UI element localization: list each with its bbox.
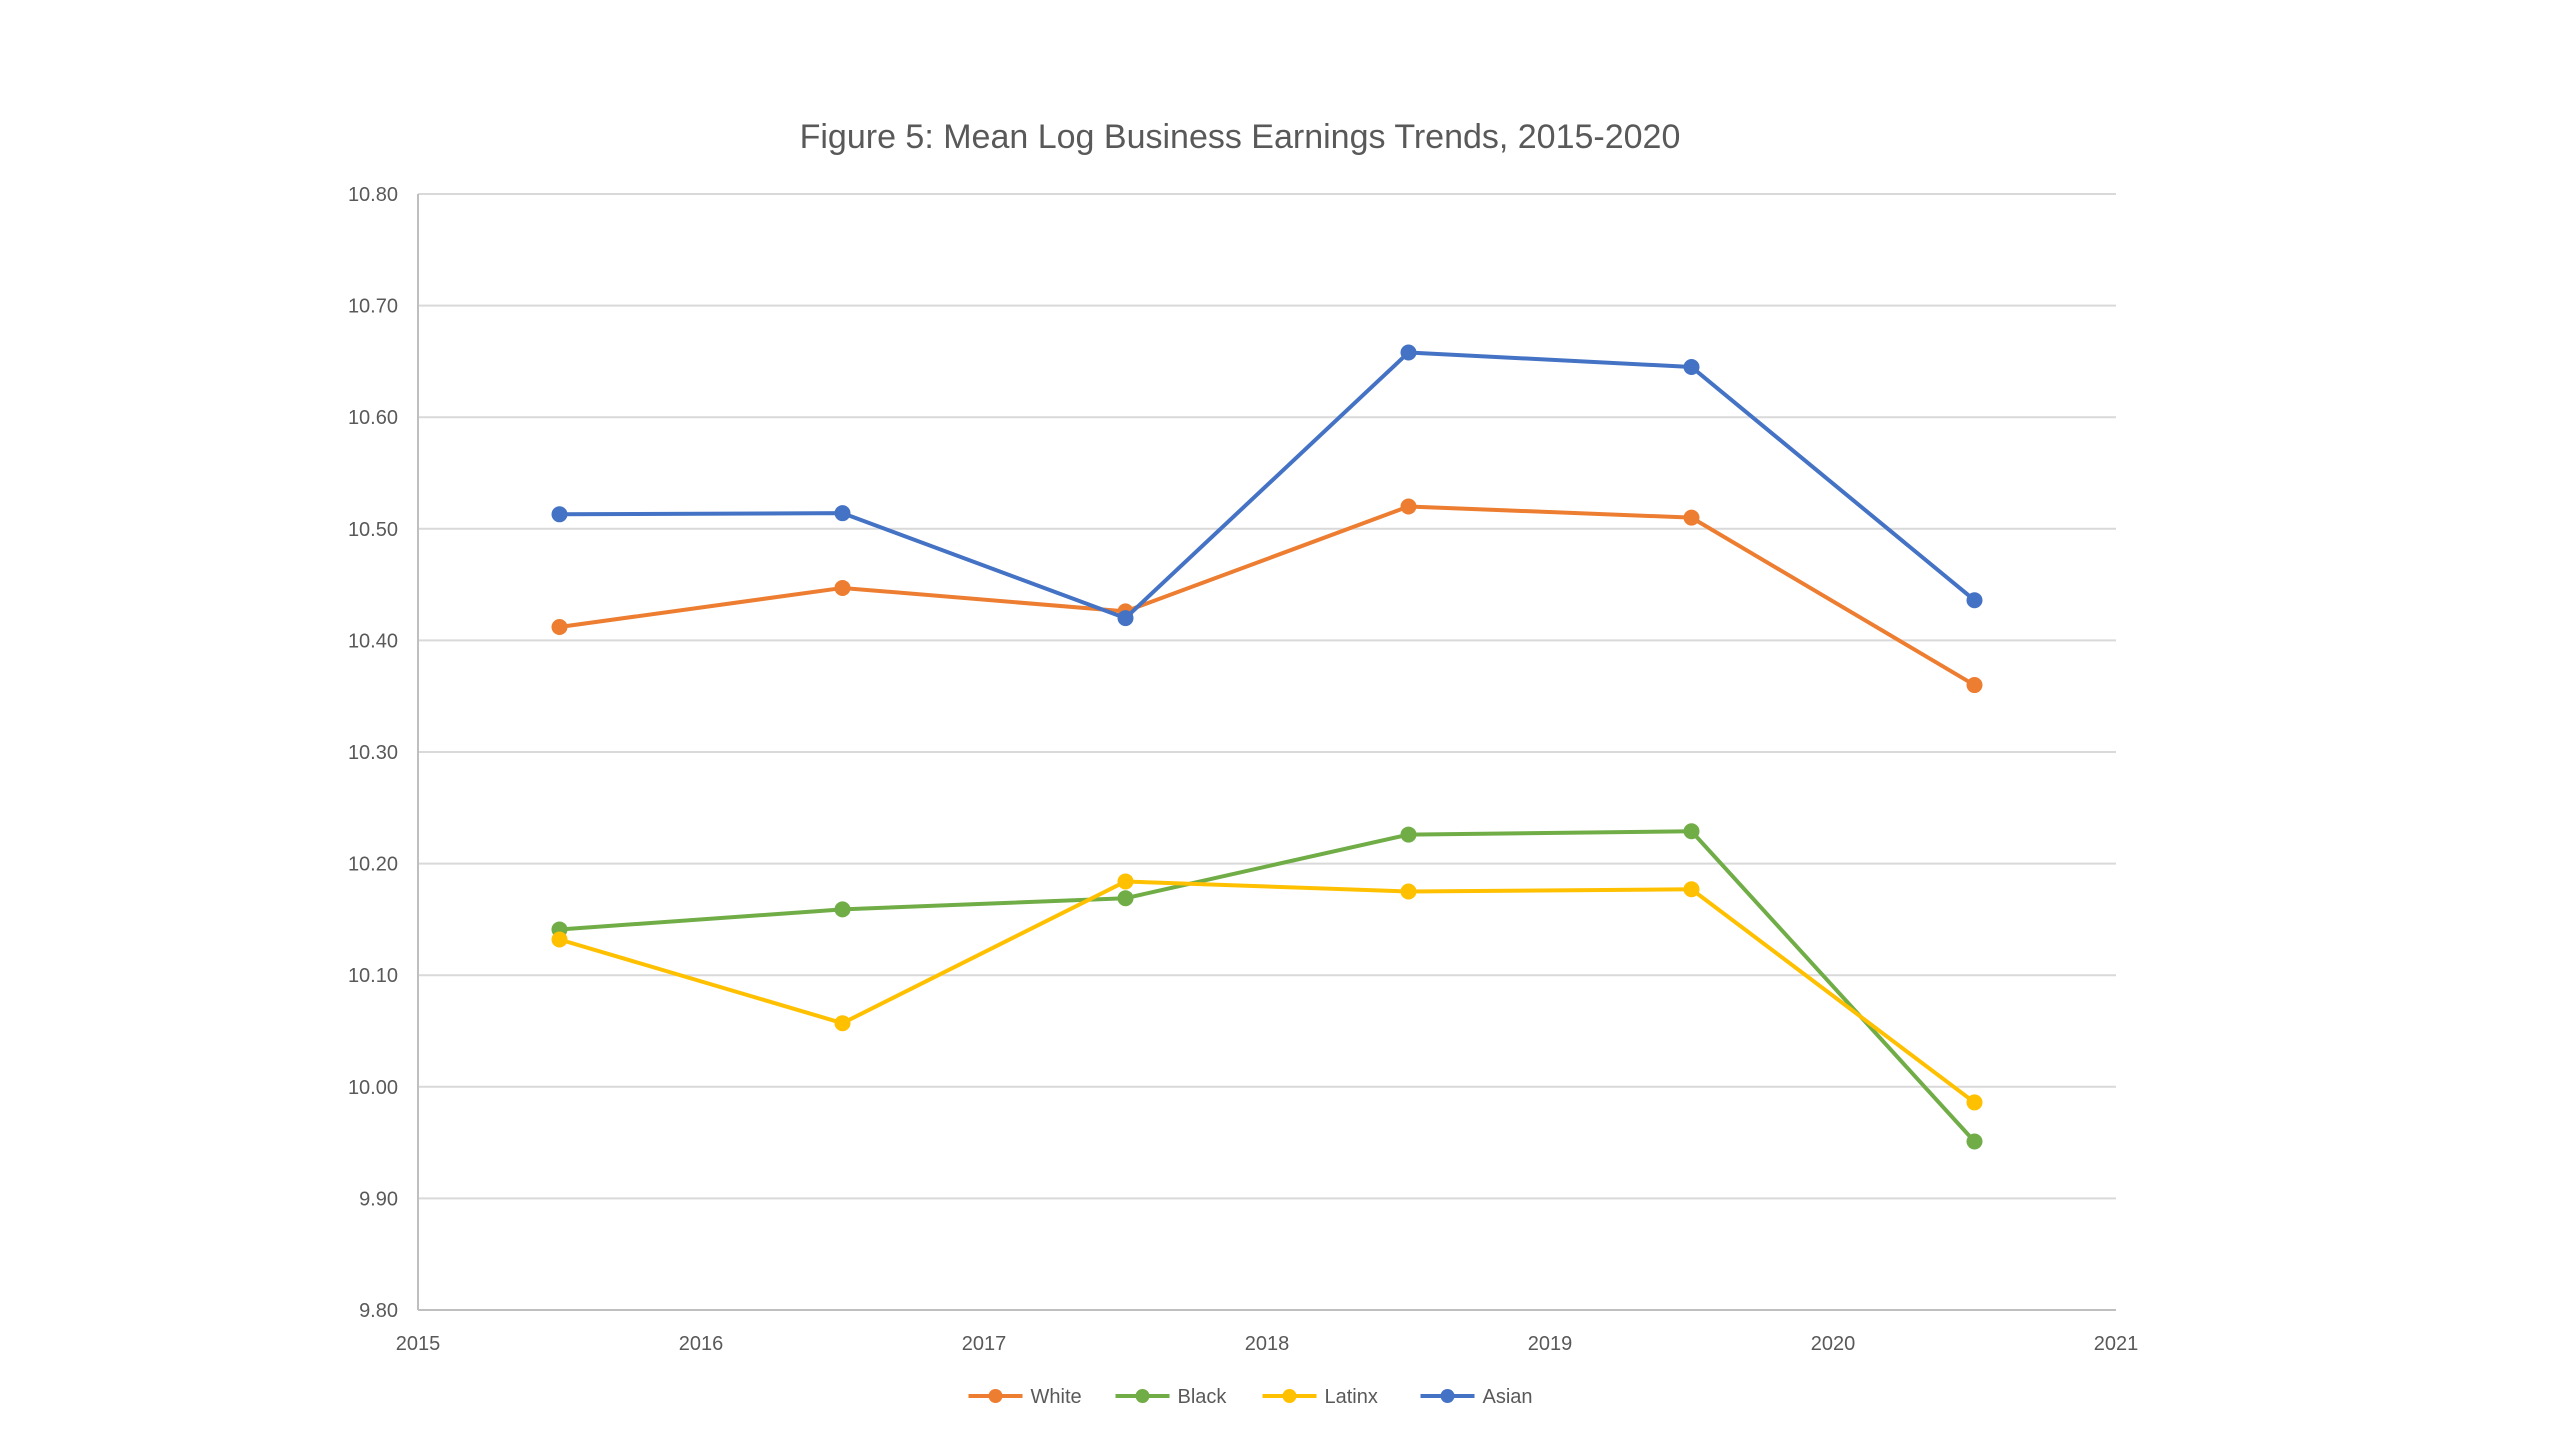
legend-item-black: Black: [1115, 1386, 1228, 1408]
y-axis-ticks: 9.80 9.90 10.00 10.10 10.20 10.30 10.40 10.50 10…: [348, 184, 398, 1322]
legend-marker: [1282, 1389, 1297, 1403]
legend-label: Black: [1178, 1386, 1228, 1408]
data-point-latinx: [1117, 873, 1134, 890]
legend: White Black Latinx Asian: [968, 1386, 1533, 1408]
series-white: [551, 498, 1983, 694]
data-point-black: [1400, 826, 1417, 843]
data-point-black: [1966, 1133, 1983, 1150]
series-asian: [551, 344, 1983, 627]
x-axis-ticks: 2015 2016 2017 2018 2019 2020 2021: [396, 1333, 2139, 1355]
data-point-asian: [551, 506, 568, 523]
legend-label: Asian: [1483, 1386, 1533, 1408]
x-tick-label: 2019: [1528, 1333, 1573, 1355]
data-point-white: [1400, 498, 1417, 515]
data-point-white: [551, 619, 568, 636]
y-tick-label: 10.60: [348, 407, 398, 429]
data-point-latinx: [1400, 883, 1417, 900]
data-point-white: [834, 579, 851, 596]
series-line-asian: [557, 350, 1977, 621]
data-point-asian: [834, 505, 851, 522]
y-tick-label: 10.10: [348, 965, 398, 987]
series-lines: [551, 344, 1983, 1150]
data-point-latinx: [1966, 1094, 1983, 1111]
series-latinx: [551, 873, 1983, 1111]
x-tick-label: 2016: [679, 1333, 724, 1355]
data-point-asian: [1683, 358, 1700, 375]
legend-item-asian: Asian: [1420, 1386, 1533, 1408]
y-tick-label: 9.80: [359, 1300, 398, 1322]
x-tick-label: 2017: [962, 1333, 1007, 1355]
data-point-latinx: [1683, 881, 1700, 898]
y-tick-label: 10.30: [348, 742, 398, 764]
data-point-black: [1683, 823, 1700, 840]
y-tick-label: 10.50: [348, 519, 398, 541]
legend-item-latinx: Latinx: [1262, 1386, 1378, 1408]
y-tick-label: 9.90: [359, 1188, 398, 1210]
legend-marker: [988, 1389, 1003, 1403]
data-point-latinx: [551, 931, 568, 948]
series-line-latinx: [557, 879, 1977, 1105]
data-point-latinx: [834, 1015, 851, 1032]
legend-label: White: [1031, 1386, 1082, 1408]
data-point-black: [834, 901, 851, 918]
y-tick-label: 10.00: [348, 1077, 398, 1099]
legend-item-white: White: [968, 1386, 1082, 1408]
y-tick-label: 10.40: [348, 630, 398, 652]
series-line-black: [557, 829, 1977, 1144]
series-black: [551, 823, 1983, 1150]
chart-title: Figure 5: Mean Log Business Earnings Tre…: [800, 118, 1681, 156]
x-tick-label: 2018: [1245, 1333, 1290, 1355]
legend-label: Latinx: [1325, 1386, 1378, 1408]
data-point-white: [1966, 677, 1983, 694]
data-point-asian: [1966, 592, 1983, 609]
x-tick-label: 2021: [2094, 1333, 2139, 1355]
axes: [417, 194, 2116, 1311]
x-tick-label: 2020: [1811, 1333, 1856, 1355]
legend-marker: [1135, 1389, 1150, 1403]
y-tick-label: 10.20: [348, 854, 398, 876]
series-line-white: [557, 504, 1977, 688]
x-tick-label: 2015: [396, 1333, 441, 1355]
y-tick-label: 10.80: [348, 184, 398, 206]
legend-marker: [1440, 1389, 1455, 1403]
data-point-black: [1117, 890, 1134, 907]
data-point-asian: [1117, 610, 1134, 627]
gridlines: [418, 193, 2116, 1200]
data-point-white: [1683, 509, 1700, 526]
data-point-asian: [1400, 344, 1417, 361]
y-tick-label: 10.70: [348, 296, 398, 318]
